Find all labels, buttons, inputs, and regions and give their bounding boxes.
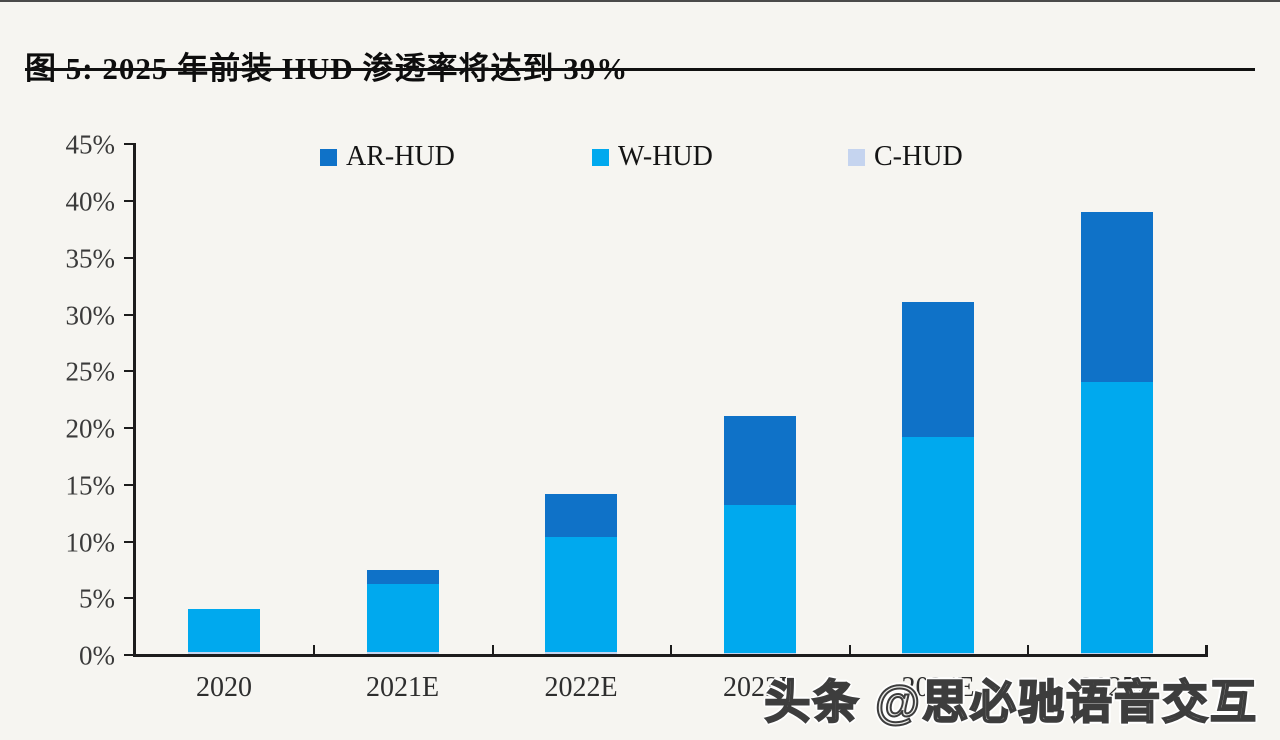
bar-segment-ar-hud-2024E xyxy=(902,302,974,438)
y-axis-tick xyxy=(124,143,133,146)
x-axis-category-label: 2022E xyxy=(544,672,618,703)
y-axis-tick xyxy=(124,427,133,429)
y-axis-tick xyxy=(124,597,133,600)
y-axis-line xyxy=(133,143,136,657)
y-axis-tick-label: 25% xyxy=(65,356,116,387)
bar-segment-c-hud-2020 xyxy=(188,651,260,654)
y-axis-tick xyxy=(124,200,133,202)
x-axis-tick xyxy=(1027,645,1029,654)
bar-segment-w-hud-2024E xyxy=(902,437,974,653)
x-axis-category-label: 2020 xyxy=(196,672,252,703)
bar-segment-w-hud-2023E xyxy=(723,505,796,653)
bar-segment-c-hud-2025E xyxy=(1080,652,1153,654)
y-axis-tick-label: 40% xyxy=(65,186,116,217)
bar-segment-c-hud-2021E xyxy=(366,651,439,654)
x-axis-tick xyxy=(313,645,315,654)
bar-segment-w-hud-2022E xyxy=(545,537,617,652)
y-axis-tick-label: 15% xyxy=(65,470,116,501)
legend-label-w-hud: W-HUD xyxy=(618,141,713,172)
x-axis-category-label: 2023E xyxy=(722,672,797,703)
legend-swatch-c-hud-icon xyxy=(848,148,865,166)
y-axis-tick xyxy=(124,256,133,259)
y-axis-tick-label: 45% xyxy=(65,129,116,160)
x-axis-tick xyxy=(848,645,851,654)
y-axis-tick-label: 30% xyxy=(65,300,116,330)
y-axis-tick-label: 20% xyxy=(65,413,116,444)
x-axis-line xyxy=(133,654,1208,657)
figure-title: 图 5: 2025 年前装 HUD 渗透率将达到 39% xyxy=(25,50,629,86)
y-axis-tick-label: 10% xyxy=(65,527,116,557)
legend-swatch-ar-hud-icon xyxy=(320,148,337,166)
title-underline-rule xyxy=(25,68,1255,71)
y-axis-tick-label: 0% xyxy=(79,640,115,671)
bar-segment-ar-hud-2023E xyxy=(723,415,796,506)
bar-segment-w-hud-2025E xyxy=(1080,381,1153,653)
bar-segment-ar-hud-2022E xyxy=(545,493,617,538)
y-axis-tick-label: 5% xyxy=(79,583,115,614)
bar-segment-w-hud-2021E xyxy=(366,583,439,652)
legend-item-c-hud: C-HUD xyxy=(848,141,963,172)
page-top-rule xyxy=(0,0,1280,2)
x-axis-category-label: 2025E xyxy=(1079,672,1154,703)
legend-item-w-hud: W-HUD xyxy=(592,141,713,172)
x-axis-category-label: 2024E xyxy=(901,672,975,703)
toutiao-watermark: 头条 @思必驰语音交互 xyxy=(763,675,1258,729)
y-axis-tick xyxy=(124,313,133,316)
y-axis-tick xyxy=(124,654,133,656)
bar-segment-ar-hud-2025E xyxy=(1080,212,1153,382)
y-axis-tick xyxy=(124,370,133,373)
bar-segment-c-hud-2023E xyxy=(723,652,796,654)
legend-label-c-hud: C-HUD xyxy=(874,141,963,172)
y-axis-tick xyxy=(124,483,133,486)
y-axis-tick xyxy=(124,540,133,543)
x-axis-category-label: 2021E xyxy=(365,672,440,703)
bar-segment-c-hud-2024E xyxy=(902,652,974,654)
bar-segment-c-hud-2022E xyxy=(545,651,617,654)
legend-swatch-w-hud-icon xyxy=(592,148,609,166)
x-axis-end-tick xyxy=(1205,645,1208,654)
bar-segment-ar-hud-2021E xyxy=(366,570,439,584)
bar-segment-w-hud-2020 xyxy=(188,608,260,652)
legend-label-ar-hud: AR-HUD xyxy=(346,141,455,172)
y-axis-tick-label: 35% xyxy=(65,243,116,274)
x-axis-tick xyxy=(670,645,672,654)
x-axis-tick xyxy=(491,645,494,654)
legend-item-ar-hud: AR-HUD xyxy=(320,141,455,172)
